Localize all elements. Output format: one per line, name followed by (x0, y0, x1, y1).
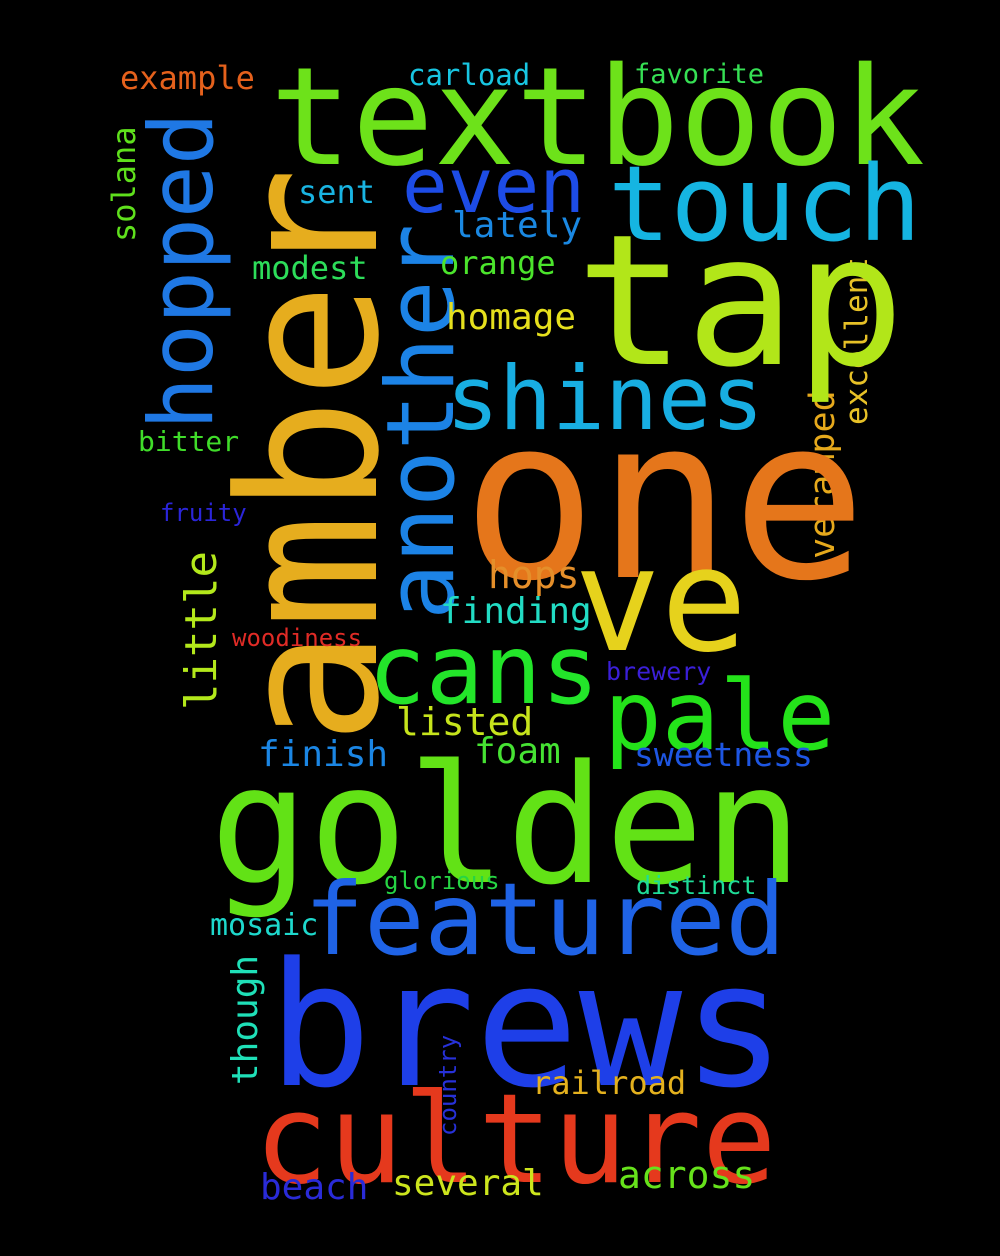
word-touch: touch (608, 143, 922, 265)
word-culture: culture (254, 1068, 777, 1212)
word-mosaic: mosaic (210, 908, 319, 943)
word-carload: carload (408, 58, 531, 92)
word-golden: golden (210, 730, 803, 921)
word-glorious: glorious (384, 867, 500, 895)
word-ve: ve (574, 516, 748, 684)
word-modest: modest (252, 249, 368, 287)
word-sweetness: sweetness (634, 735, 813, 774)
word-favorite: favorite (634, 59, 765, 90)
word-beach: beach (260, 1167, 369, 1208)
word-sent: sent (298, 173, 376, 211)
word-distinct: distinct (636, 871, 757, 900)
word-one: one (462, 369, 867, 630)
word-lately: lately (452, 205, 583, 246)
word-several: several (392, 1163, 544, 1204)
word-solana: solana (105, 126, 143, 242)
word-brewery: brewery (606, 657, 712, 686)
word-finish: finish (258, 734, 389, 775)
word-across: across (618, 1153, 756, 1197)
word-finding: finding (440, 591, 592, 632)
word-textbook: textbook (270, 39, 926, 197)
word-example: example (120, 59, 255, 97)
word-even: even (402, 141, 586, 230)
word-bitter: bitter (138, 425, 240, 458)
word-foam: foam (474, 731, 561, 772)
word-featured: featured (304, 861, 786, 978)
word-hops: hops (488, 553, 580, 597)
word-shines: shines (446, 347, 764, 450)
word-pale: pale (604, 660, 836, 772)
word-fruity: fruity (160, 499, 247, 527)
word-homage: homage (446, 297, 577, 338)
word-orange: orange (440, 244, 556, 282)
word-though: though (225, 954, 266, 1085)
word-listed: listed (396, 700, 534, 744)
word-tap: tap (576, 195, 905, 407)
word-cans: cans (368, 614, 600, 726)
word-woodiness: woodiness (232, 624, 363, 652)
word-little: little (176, 551, 227, 710)
word-hopped: hopped (130, 112, 233, 430)
word-railroad: railroad (532, 1064, 687, 1102)
word-brews: brews (268, 925, 786, 1126)
